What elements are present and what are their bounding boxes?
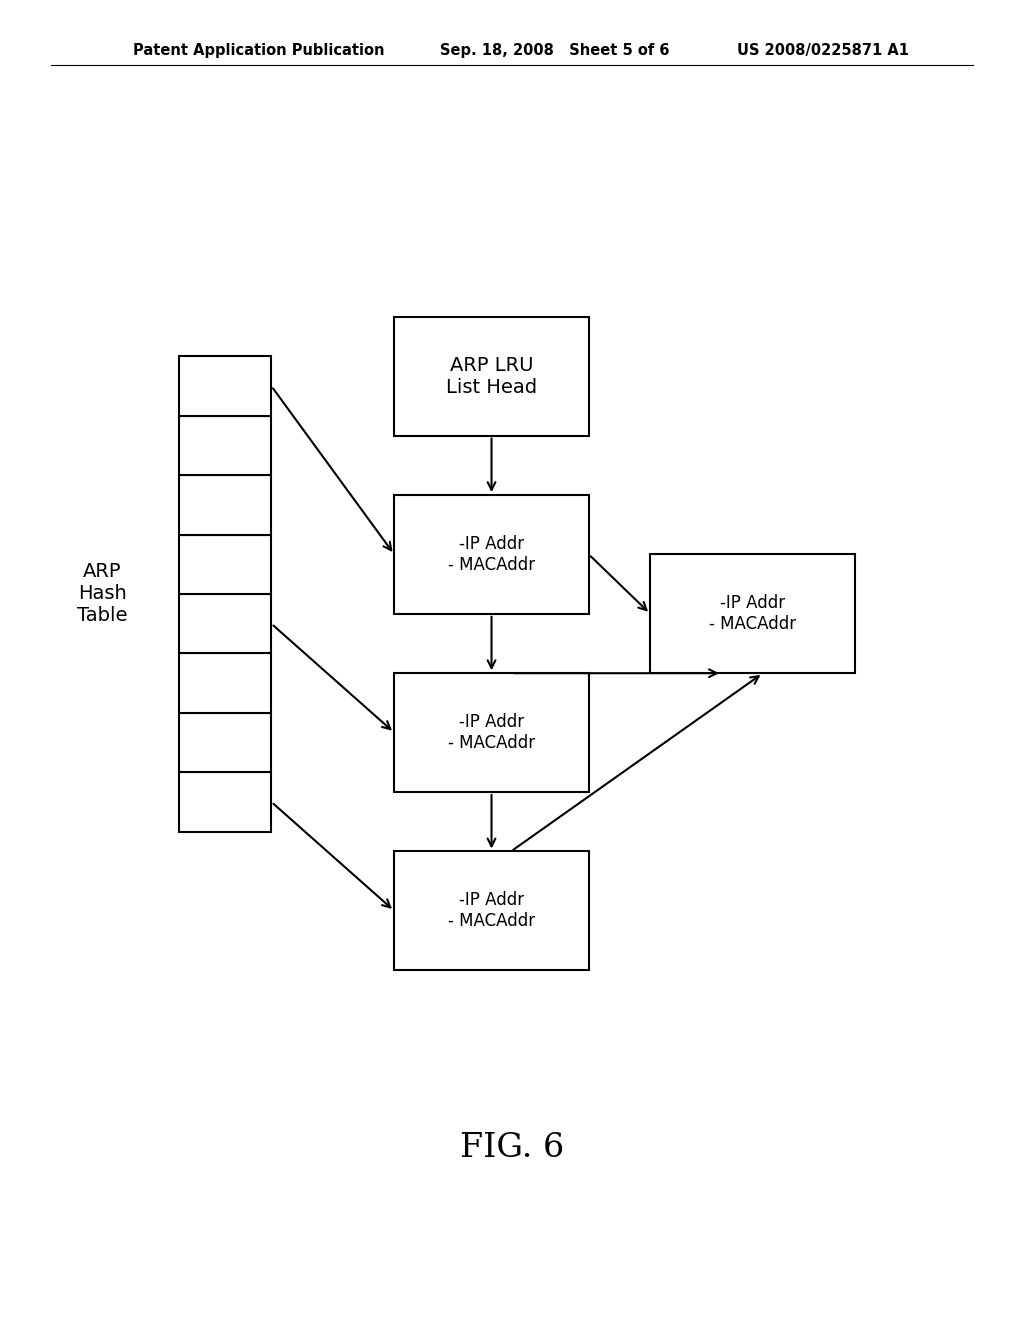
Bar (179, 416, 271, 475)
Text: Sep. 18, 2008   Sheet 5 of 6: Sep. 18, 2008 Sheet 5 of 6 (440, 42, 670, 58)
Text: ARP LRU
List Head: ARP LRU List Head (446, 355, 537, 397)
Bar (394, 673, 589, 792)
Bar (179, 535, 271, 594)
Text: -IP Addr
- MACAddr: -IP Addr - MACAddr (447, 535, 536, 574)
Bar (394, 495, 589, 614)
Bar (179, 653, 271, 713)
Text: ARP
Hash
Table: ARP Hash Table (77, 562, 128, 626)
Text: -IP Addr
- MACAddr: -IP Addr - MACAddr (709, 594, 797, 634)
Text: -IP Addr
- MACAddr: -IP Addr - MACAddr (447, 713, 536, 752)
Text: -IP Addr
- MACAddr: -IP Addr - MACAddr (447, 891, 536, 931)
Bar (394, 317, 589, 436)
Bar (179, 713, 271, 772)
Text: Patent Application Publication: Patent Application Publication (133, 42, 385, 58)
Bar (179, 772, 271, 832)
Text: US 2008/0225871 A1: US 2008/0225871 A1 (737, 42, 909, 58)
Text: FIG. 6: FIG. 6 (460, 1133, 564, 1164)
Bar (650, 554, 855, 673)
Bar (179, 356, 271, 416)
Bar (179, 594, 271, 653)
Bar (394, 851, 589, 970)
Bar (179, 475, 271, 535)
